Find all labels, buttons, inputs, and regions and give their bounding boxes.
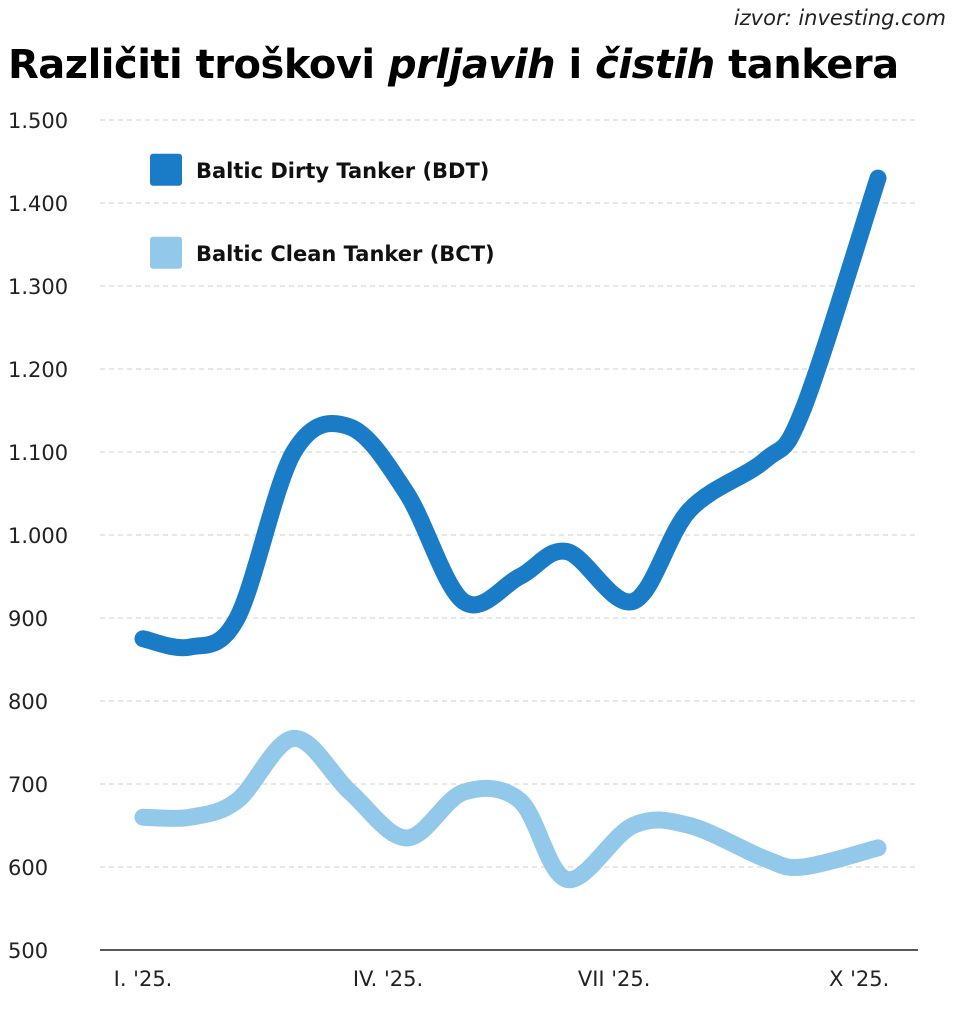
title-emphasis-clean: čistih (595, 42, 715, 88)
x-tick-label: VII '25. (578, 967, 651, 991)
y-tick-label: 1.400 (8, 192, 68, 216)
y-tick-label: 900 (8, 607, 48, 631)
x-axis-ticks: I. '25. IV. '25. VII '25. X '25. (114, 967, 890, 991)
y-tick-label: 500 (8, 939, 48, 963)
y-tick-label: 1.300 (8, 275, 68, 299)
y-tick-label: 800 (8, 690, 48, 714)
series-lines (134, 169, 887, 888)
title-emphasis-dirty: prljavih (388, 42, 556, 88)
y-tick-label: 600 (8, 856, 48, 880)
x-tick-label: X '25. (829, 967, 889, 991)
x-tick-label: I. '25. (114, 967, 173, 991)
legend-label: Baltic Dirty Tanker (BDT) (196, 159, 489, 183)
title-part: Različiti troškovi (8, 42, 389, 88)
legend: Baltic Dirty Tanker (BDT) Baltic Clean Ta… (150, 153, 495, 269)
series-line-bdt (134, 169, 887, 657)
source-note: izvor: investing.com (733, 6, 946, 30)
y-tick-label: 1.500 (8, 109, 68, 133)
legend-label: Baltic Clean Tanker (BCT) (196, 242, 495, 266)
legend-swatch (150, 236, 182, 269)
title-part: tankera (714, 42, 899, 88)
series-line-bct (134, 729, 887, 888)
grid-lines (100, 119, 918, 868)
y-tick-label: 1.100 (8, 441, 68, 465)
chart-title: Različiti troškovi prljavih i čistih tan… (8, 42, 899, 88)
y-tick-label: 700 (8, 773, 48, 797)
y-tick-label: 1.000 (8, 524, 68, 548)
title-part: i (555, 42, 596, 88)
legend-swatch (150, 153, 182, 186)
y-tick-label: 1.200 (8, 358, 68, 382)
x-tick-label: IV. '25. (353, 967, 423, 991)
y-axis-ticks: 500 600 700 800 900 1.000 1.100 1.200 1.300 1.400… (8, 109, 68, 963)
